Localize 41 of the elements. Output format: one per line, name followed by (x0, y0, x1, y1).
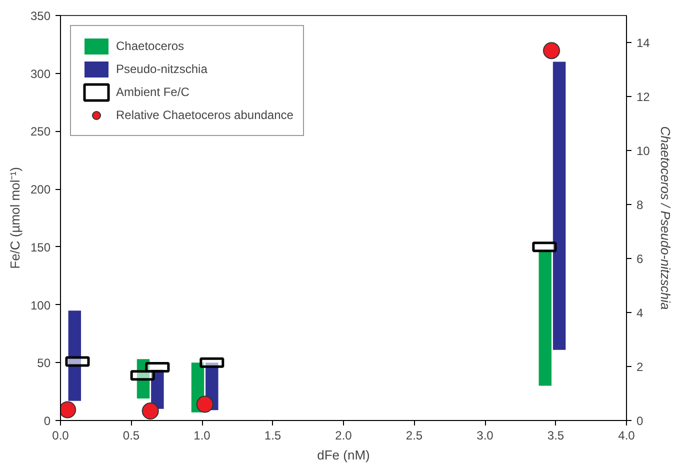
point (543, 42, 560, 60)
x-tick-label: 2.0 (335, 428, 352, 442)
y2-tick-label: 4 (636, 306, 644, 320)
x-tick-label: 4.0 (618, 428, 636, 442)
legend-label: Chaetoceros (116, 39, 184, 53)
x-tick-label: 2.5 (406, 428, 423, 442)
y2-tick-label: 10 (636, 144, 650, 158)
bar (552, 62, 566, 350)
point (196, 396, 214, 413)
bar (151, 370, 164, 409)
y-tick-label: 50 (37, 356, 51, 370)
y2-axis-title: Chaetoceros / Pseudo-nitzschia (658, 126, 673, 310)
y2-tick-label: 8 (636, 198, 644, 212)
x-tick-label: 1.0 (194, 428, 211, 442)
y2-tick-label: 14 (636, 36, 650, 50)
y-tick-label: 300 (30, 66, 51, 81)
y-axis-title: Fe/C (µmol mol⁻¹) (7, 167, 22, 269)
y-tick-label: 250 (30, 124, 51, 139)
x-tick-label: 0.0 (52, 428, 70, 442)
x-tick-label: 3.0 (476, 428, 494, 442)
y-tick-label: 200 (30, 182, 51, 197)
point (142, 402, 159, 420)
x-tick-label: 3.5 (547, 428, 564, 442)
point (60, 401, 76, 418)
legend-label: Relative Chaetoceros abundance (116, 108, 294, 122)
x-tick-label: 0.5 (122, 428, 140, 442)
y-tick-label: 100 (30, 298, 51, 312)
y2-tick-label: 2 (636, 360, 644, 374)
y-tick-label: 150 (30, 240, 51, 254)
x-tick-label: 1.5 (264, 428, 282, 442)
y2-tick-label: 0 (636, 414, 644, 428)
legend-label: Pseudo-nitzschia (116, 62, 208, 76)
bar (136, 359, 150, 399)
bar (538, 252, 552, 386)
y2-tick-label: 12 (636, 90, 650, 104)
x-axis-title: dFe (nM) (317, 448, 370, 462)
y2-tick-label: 6 (636, 252, 644, 266)
y-tick-label: 0 (44, 414, 51, 428)
legend-label: Ambient Fe/C (116, 85, 190, 99)
y-tick-label: 350 (30, 9, 51, 23)
bar (68, 310, 82, 401)
